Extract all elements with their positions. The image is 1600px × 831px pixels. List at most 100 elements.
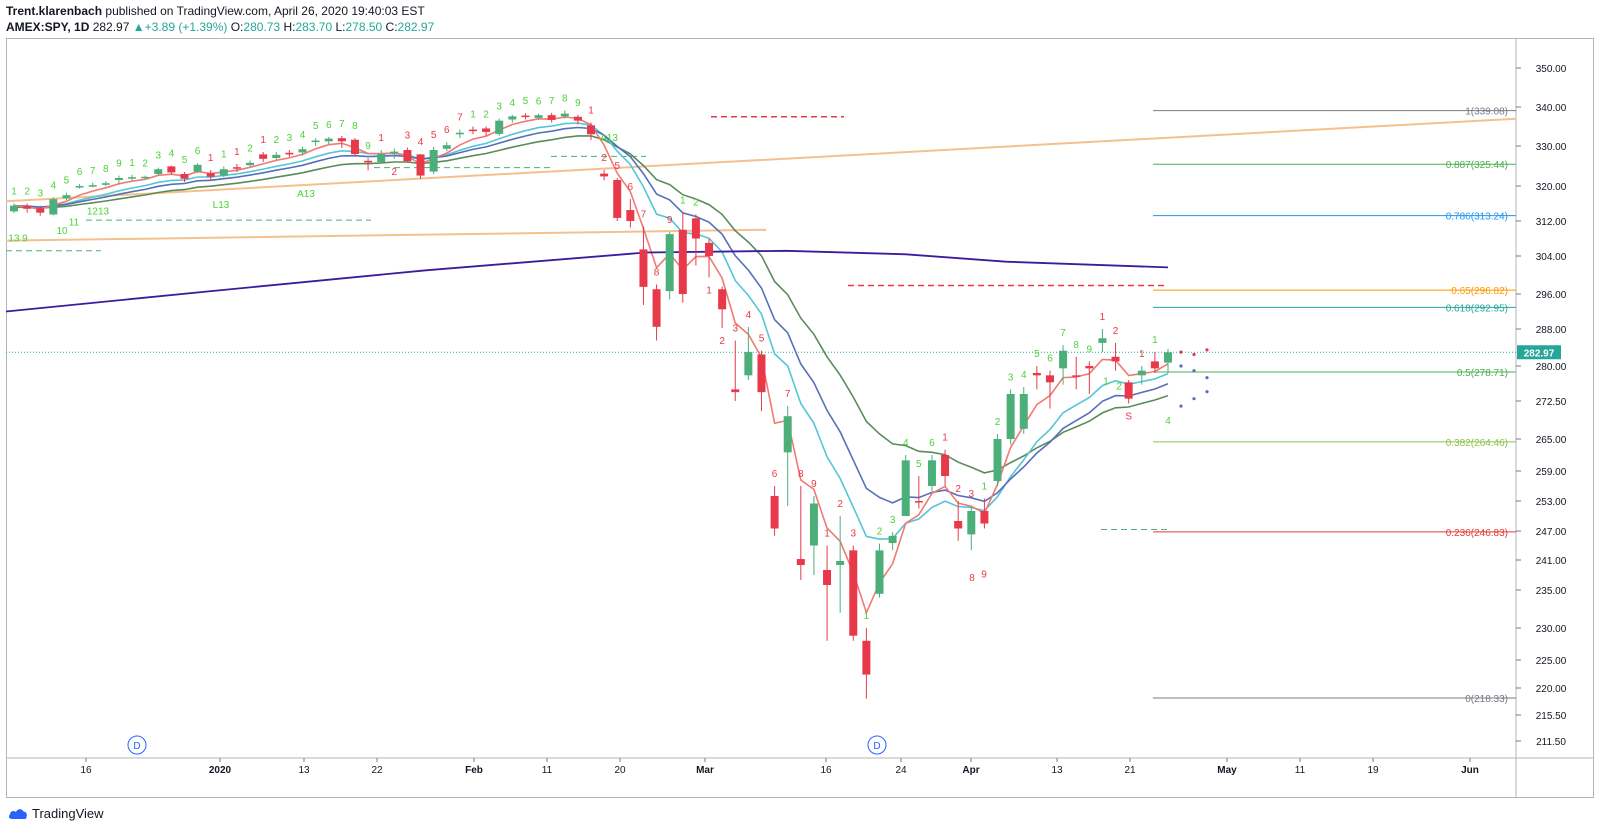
current-price-label: 282.97 <box>1524 348 1555 359</box>
candle <box>823 545 832 641</box>
price-tick-label: 350.00 <box>1536 64 1567 75</box>
candle-body <box>246 162 255 166</box>
td-count-label: 4 <box>169 149 175 160</box>
author-name[interactable]: Trent.klarenbach <box>6 4 103 18</box>
candle <box>482 126 491 136</box>
fib-level-label: 0.5(278.71) <box>1457 368 1508 379</box>
candle <box>180 172 189 182</box>
candle <box>324 137 333 145</box>
td-count-label: 5 <box>1034 349 1040 360</box>
candle-body <box>468 129 477 132</box>
annotation-label: L13 <box>213 200 230 211</box>
time-tick-label: 20 <box>614 765 626 776</box>
candle <box>246 160 255 167</box>
low-value: 278.50 <box>345 20 383 34</box>
td-count-label: 1 <box>824 529 830 540</box>
tradingview-logo[interactable]: TradingView <box>8 806 104 821</box>
candle <box>128 174 137 181</box>
td-count-label: 9 <box>116 159 122 170</box>
candle-body <box>311 140 320 143</box>
annotation-label: 1213 <box>87 206 110 217</box>
low-label: L: <box>335 20 346 34</box>
price-tick-label: 241.00 <box>1536 556 1567 567</box>
candle-body <box>1006 394 1015 439</box>
candle <box>455 129 464 139</box>
candle <box>272 152 281 160</box>
candle-body <box>927 460 936 486</box>
td-count-label: 1 <box>588 106 594 117</box>
candle <box>534 113 543 120</box>
td-count-label: 2 <box>837 499 843 510</box>
candle-body <box>652 289 661 327</box>
td-count-label: 6 <box>326 120 332 131</box>
time-tick-label: Apr <box>962 765 979 776</box>
forecast-dot <box>1205 390 1209 394</box>
chart-pane[interactable]: 350.00 340.00 330.00 320.00 312.00 304.00 296.… <box>5 38 1594 798</box>
forecast-dot <box>1179 364 1183 368</box>
candle-body <box>1045 375 1054 383</box>
candle-body <box>75 186 84 188</box>
candle <box>927 455 936 491</box>
high-value: 283.70 <box>295 20 333 34</box>
candle <box>901 455 910 516</box>
candle-body <box>206 173 215 177</box>
candle-body <box>403 150 412 162</box>
candle <box>1085 361 1094 394</box>
price-tick-label: 312.00 <box>1536 217 1567 228</box>
td-count-label: 8 <box>352 121 358 132</box>
candle-body <box>350 139 359 154</box>
td-count-label: 1 <box>470 110 476 121</box>
td-count-label: 8 <box>798 469 804 480</box>
candle <box>36 205 45 216</box>
td-count-label: 7 <box>339 119 345 130</box>
candle-body <box>836 561 845 565</box>
td-count-label: 2 <box>719 336 725 347</box>
candle <box>573 114 582 125</box>
candle-body <box>36 208 45 213</box>
candle <box>495 118 504 136</box>
candle-body <box>482 128 491 132</box>
candle <box>285 150 294 157</box>
candle-body <box>560 113 569 117</box>
td-count-label: 2 <box>877 527 883 538</box>
price-tick-label: 265.00 <box>1536 435 1567 446</box>
td-count-label: 6 <box>536 97 542 108</box>
candle <box>429 146 438 174</box>
symbol-label[interactable]: AMEX:SPY, 1D <box>6 20 90 34</box>
candle-body <box>62 195 71 199</box>
candle <box>1098 329 1107 353</box>
fib-level-label: 1(339.08) <box>1465 107 1508 118</box>
annotation-label: 4 <box>1165 416 1171 427</box>
td-count-label: 3 <box>850 529 856 540</box>
td-count-label: 1 <box>208 153 214 164</box>
candle <box>757 350 766 412</box>
candle <box>232 164 241 172</box>
price-chart[interactable]: 350.00 340.00 330.00 320.00 312.00 304.00 296.… <box>5 38 1594 798</box>
td-count-label: 6 <box>628 182 634 193</box>
td-count-label: 4 <box>51 180 57 191</box>
time-tick-label: 13 <box>1051 765 1063 776</box>
candle <box>377 150 386 164</box>
forecast-dot <box>1179 350 1183 354</box>
td-count-label: 9 <box>667 215 673 226</box>
td-count-label: 7 <box>641 209 647 220</box>
annotation-label: 9 <box>981 570 987 581</box>
td-count-label: 3 <box>287 133 293 144</box>
trendline-upper <box>5 117 1517 203</box>
candle <box>626 199 635 228</box>
td-count-label: 2 <box>693 197 699 208</box>
candle <box>547 112 556 123</box>
td-count-label: 9 <box>1087 344 1093 355</box>
td-count-label: 1 <box>378 133 384 144</box>
td-count-label: 9 <box>811 479 817 490</box>
td-count-label: 7 <box>549 96 555 107</box>
candle-body <box>390 151 399 154</box>
candle-body <box>613 180 622 218</box>
candle-body <box>1124 382 1133 399</box>
time-tick-label: Mar <box>696 765 714 776</box>
candle-body <box>875 550 884 594</box>
candle <box>639 226 648 305</box>
chart-border <box>6 38 1594 798</box>
price-tick-label: 259.00 <box>1536 467 1567 478</box>
forecast-dot <box>1192 397 1196 401</box>
